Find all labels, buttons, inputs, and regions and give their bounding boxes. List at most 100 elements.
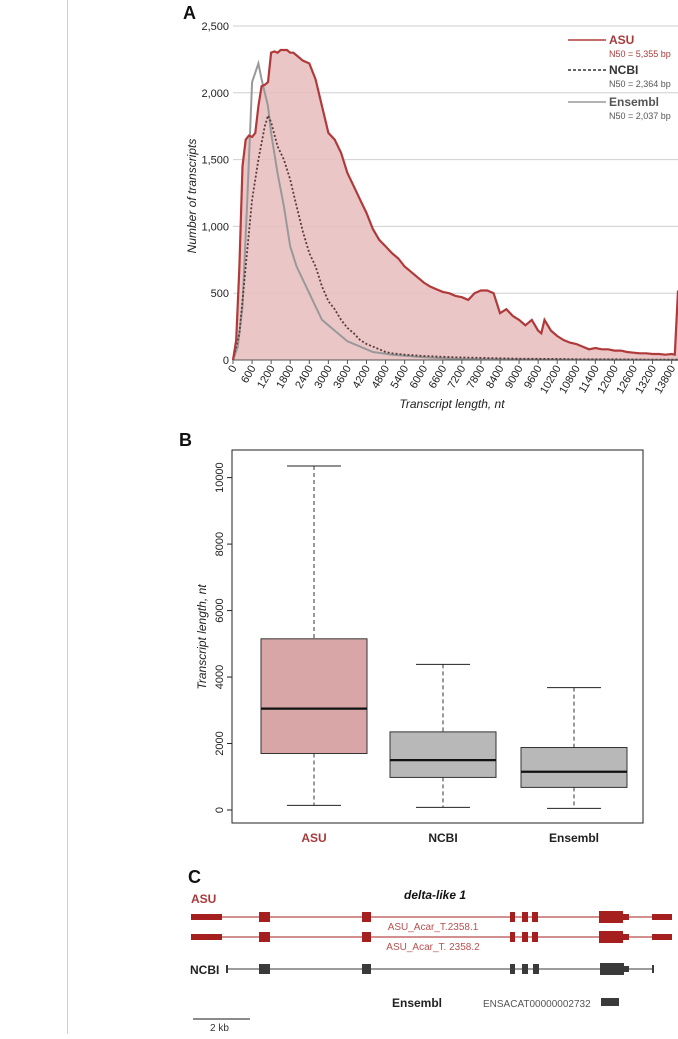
ensembl-exon [601,998,619,1006]
asu-t1-exon [599,911,623,923]
gene-title: delta-like 1 [404,888,466,902]
scale-bar-label: 2 kb [210,1023,229,1034]
asu-t2-exon [652,934,672,940]
panel-a-y-tick-label: 2,000 [201,88,229,100]
panel-b-boxes [260,465,628,809]
asu-t2-exon [599,931,623,943]
panel-b-y-tick-label: 4000 [214,665,226,689]
ncbi-track [226,963,654,975]
panel-a-y-tick-label: 2,500 [201,21,229,33]
box-iqr [389,731,497,778]
panel-a-x-tick-label: 6600 [427,364,450,391]
ncbi-exon [510,964,515,974]
series-asu-area [233,50,678,360]
ncbi-exon [522,964,528,974]
panel-b-category-label: Ensembl [549,831,599,845]
box-ensembl [520,687,628,809]
panel-c: C delta-like 1 ASU ASU_Acar_T.2358.1 [188,867,672,1034]
asu-t2-exon [362,932,371,942]
panel-b-y-title: Transcript length, nt [195,584,209,690]
asu-t1-exon [259,912,270,922]
panel-b-category-label: ASU [301,831,326,845]
legend-note-ncbi: N50 = 2,364 bp [609,79,671,89]
panel-a-x-tick-label: 0 [226,364,239,375]
asu-t2-exon [191,934,222,940]
ncbi-exon [533,964,539,974]
asu-transcript-2-track [191,931,672,943]
ensembl-transcript-id: ENSACAT00000002732 [483,999,591,1010]
panel-b-y-tick-label: 10000 [214,462,226,493]
legend-label-asu: ASU [609,33,634,47]
panel-b-x-labels: ASU NCBI Ensembl [301,831,599,845]
legend-note-ensembl: N50 = 2,037 bp [609,111,671,121]
panel-a-x-tick-label: 1200 [255,364,278,391]
ncbi-exon [600,963,624,975]
asu-transcript-1-label: ASU_Acar_T.2358.1 [388,922,479,933]
panel-a-x-tick-label: 5400 [389,364,412,391]
asu-t1-exon [652,914,672,920]
panel-b-y-tick-label: 6000 [214,598,226,622]
asu-t2-exon [522,932,528,942]
ensembl-track-label: Ensembl [392,996,442,1010]
ncbi-exon [624,966,629,972]
legend-label-ensembl: Ensembl [609,95,659,109]
series-asu-line [231,48,678,361]
asu-t2-exon [259,932,270,942]
panel-a-x-tick-label: 7200 [446,364,469,391]
asu-t1-exon [532,912,538,922]
panel-b-y-tick-label: 2000 [214,731,226,755]
ncbi-exon [652,965,654,973]
asu-transcript-2-label: ASU_Acar_T. 2358.2 [386,942,480,953]
panel-a-y-tick-label: 1,500 [201,155,229,167]
asu-t2-exon [623,934,629,940]
panel-a-x-ticks: 0 600120018002400300036004200480054006000… [226,360,678,396]
panel-a-y-tick-label: 500 [211,288,229,300]
panel-c-label: C [188,867,201,887]
panel-a-x-tick-label: 4800 [370,364,393,391]
panel-b-y-tick-label: 8000 [214,532,226,556]
ncbi-exon [362,964,371,974]
panel-a-x-tick-label: 8400 [484,364,507,391]
panel-a-y-tick-label: 1,000 [201,221,229,233]
left-margin-rule [67,0,68,1034]
asu-track-label: ASU [191,892,216,906]
panel-b-frame [231,449,644,824]
asu-t1-exon [191,914,222,920]
asu-t1-exon [510,912,515,922]
box-ncbi [389,663,497,808]
panel-a-x-tick-label: 7800 [465,364,488,391]
panel-b-category-label: NCBI [428,831,457,845]
asu-t1-exon [623,914,629,920]
panel-a-x-tick-label: 2400 [293,364,316,391]
box-iqr [260,638,368,754]
panel-a-legend: ASU N50 = 5,355 bp NCBI N50 = 2,364 bp E… [568,33,671,121]
asu-t2-exon [532,932,538,942]
panel-a-label: A [183,3,196,23]
legend-note-asu: N50 = 5,355 bp [609,49,671,59]
box-iqr [520,747,628,788]
series-ncbi-line [232,112,678,361]
ncbi-exon [259,964,270,974]
panel-a-x-tick-label: 6000 [408,364,431,391]
ncbi-exon [226,965,228,973]
ncbi-track-label: NCBI [190,963,219,977]
panel-a-x-tick-label: 1800 [274,364,297,391]
series-ensembl-line [232,59,678,361]
panel-b-y-tick-label: 0 [214,807,226,813]
legend-label-ncbi: NCBI [609,63,638,77]
asu-t1-exon [522,912,528,922]
box-asu [260,465,368,806]
panel-a-x-tick-label: 3600 [331,364,354,391]
panel-b-label: B [179,430,192,450]
asu-transcript-1-track [191,911,672,923]
panel-b-y-ticks: 0 2000 4000 6000 8000 10000 [214,462,232,813]
panel-a-y-ticks: 0 500 1,000 1,500 2,000 2,500 [201,21,229,367]
panel-a-y-title: Number of transcripts [185,139,199,254]
panel-a-x-tick-label: 4200 [350,364,373,391]
asu-t2-exon [510,932,515,942]
panel-a-x-title: Transcript length, nt [399,397,505,411]
panel-a-series [231,48,678,361]
